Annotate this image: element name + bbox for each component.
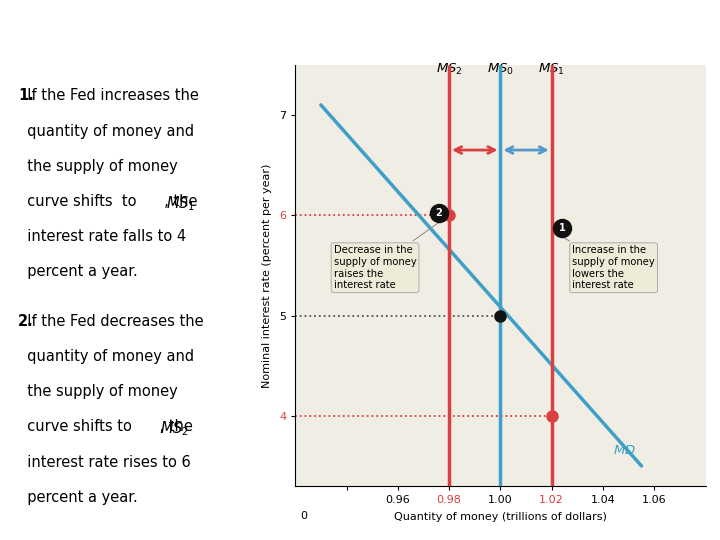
Text: $\mathit{MS}_1$: $\mathit{MS}_1$ [166,194,195,213]
Text: 1: 1 [559,223,565,233]
Text: $\mathit{MS}_1$: $\mathit{MS}_1$ [539,62,565,77]
Text: quantity of money and: quantity of money and [18,124,194,139]
Text: 1.: 1. [18,88,34,103]
Text: quantity of money and: quantity of money and [18,349,194,364]
Text: If the Fed increases the: If the Fed increases the [18,88,199,103]
Text: 2.: 2. [18,314,34,329]
Text: Decrease in the
supply of money
raises the
interest rate: Decrease in the supply of money raises t… [333,217,447,290]
Text: 27.1  MONEY AND THE INTEREST RATE: 27.1 MONEY AND THE INTEREST RATE [18,18,405,36]
Y-axis label: Nominal interest rate (percent per year): Nominal interest rate (percent per year) [262,163,272,388]
X-axis label: Quantity of money (trillions of dollars): Quantity of money (trillions of dollars) [394,512,607,522]
Text: curve shifts  to         , the: curve shifts to , the [18,194,198,209]
Text: curve shifts to         , the: curve shifts to , the [18,420,193,435]
Text: the supply of money: the supply of money [18,384,178,399]
Text: 0: 0 [300,511,307,521]
Text: percent a year.: percent a year. [18,265,138,280]
Text: percent a year.: percent a year. [18,490,138,505]
Text: $\mathit{MD}$: $\mathit{MD}$ [613,444,636,457]
Text: $\mathit{MS}_2$: $\mathit{MS}_2$ [161,420,189,438]
Text: interest rate rises to 6: interest rate rises to 6 [18,455,191,470]
Text: Increase in the
supply of money
lowers the
interest rate: Increase in the supply of money lowers t… [554,232,655,290]
Text: the supply of money: the supply of money [18,159,178,174]
Text: 2: 2 [436,208,442,218]
Text: If the Fed decreases the: If the Fed decreases the [18,314,204,329]
Text: $\mathit{MS}_2$: $\mathit{MS}_2$ [436,62,462,77]
Text: $\mathit{MS}_0$: $\mathit{MS}_0$ [487,62,514,77]
Text: interest rate falls to 4: interest rate falls to 4 [18,230,186,244]
